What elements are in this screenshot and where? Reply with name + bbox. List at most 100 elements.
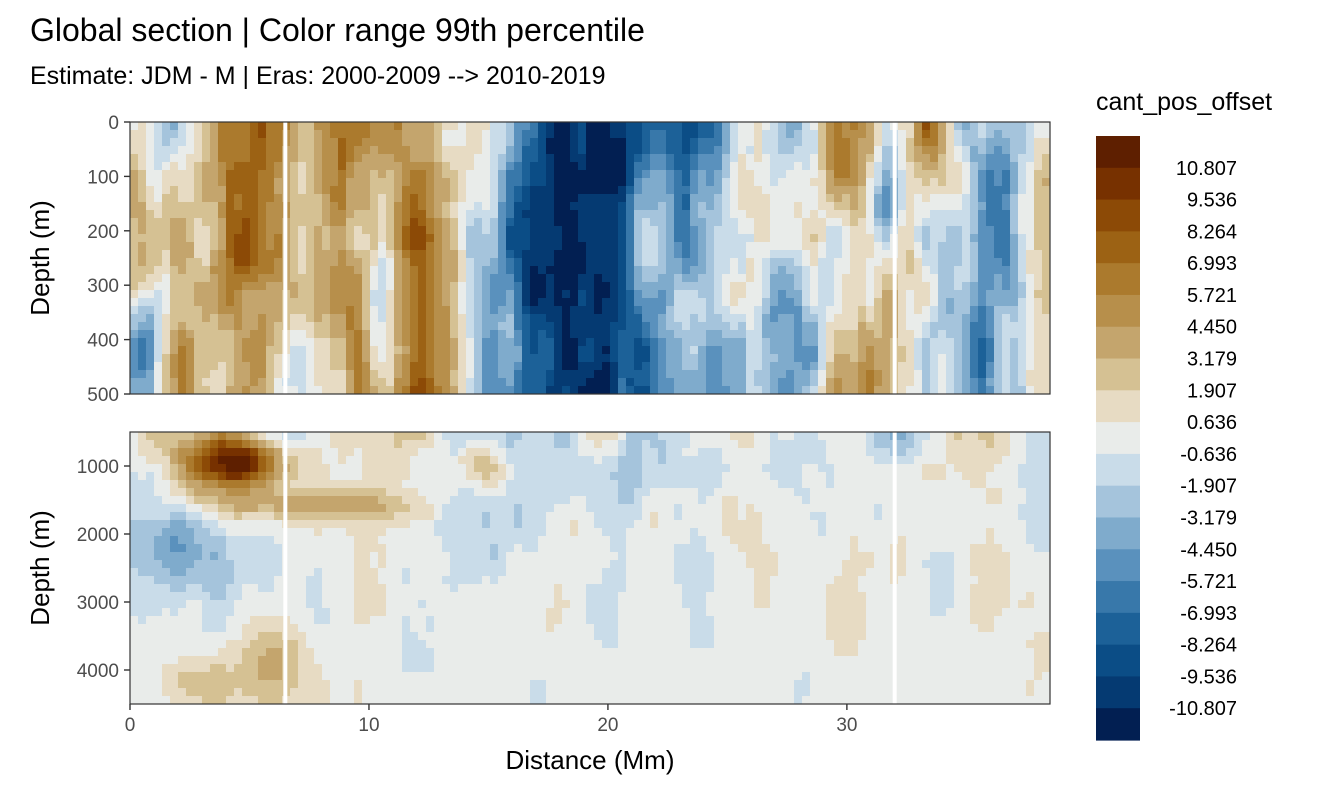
heatmap-cell	[250, 640, 299, 649]
heatmap-cell	[826, 210, 851, 219]
heatmap-cell	[306, 640, 403, 649]
heatmap-cell	[778, 432, 795, 441]
heatmap-cell	[170, 608, 179, 617]
heatmap-cell	[490, 162, 499, 171]
heatmap-cell	[994, 346, 1003, 355]
heatmap-cell	[378, 282, 387, 291]
heatmap-cell	[922, 266, 931, 275]
heatmap-cell	[706, 306, 715, 315]
heatmap-cell	[946, 130, 955, 139]
heatmap-cell	[994, 314, 1003, 323]
heatmap-cell	[1034, 202, 1050, 211]
heatmap-cell	[722, 130, 731, 139]
heatmap-cell	[170, 138, 187, 147]
heatmap-cell	[898, 298, 907, 307]
heatmap-cell	[218, 178, 227, 187]
heatmap-cell	[802, 258, 811, 267]
heatmap-cell	[490, 330, 499, 339]
heatmap-cell	[530, 314, 547, 323]
heatmap-cell	[546, 130, 555, 139]
heatmap-cell	[1018, 242, 1027, 251]
heatmap-cell	[242, 226, 251, 235]
heatmap-cell	[746, 282, 763, 291]
heatmap-cell	[226, 234, 235, 243]
heatmap-cell	[266, 354, 275, 363]
heatmap-cell	[586, 584, 627, 593]
heatmap-cell	[866, 170, 875, 179]
heatmap-cell	[378, 560, 387, 569]
heatmap-cell	[322, 162, 339, 171]
heatmap-cell	[826, 584, 859, 593]
heatmap-cell	[946, 354, 955, 363]
heatmap-cell	[834, 640, 859, 649]
heatmap-cell	[818, 298, 835, 307]
heatmap-cell	[290, 234, 299, 243]
heatmap-cell	[466, 306, 475, 315]
heatmap-cell	[354, 448, 363, 457]
heatmap-cell	[754, 226, 771, 235]
heatmap-cell	[218, 122, 251, 131]
heatmap-cell	[762, 520, 819, 529]
heatmap-cell	[426, 290, 435, 299]
heatmap-cell	[314, 186, 323, 195]
heatmap-cell	[626, 560, 675, 569]
heatmap-cell	[706, 600, 755, 609]
heatmap-cell	[314, 122, 331, 131]
heatmap-cell	[978, 258, 1003, 267]
heatmap-cell	[650, 338, 659, 347]
heatmap-cell	[274, 378, 283, 387]
heatmap-cell	[618, 448, 627, 457]
heatmap-cell	[194, 354, 235, 363]
heatmap-cell	[738, 226, 755, 235]
heatmap-cell	[466, 338, 475, 347]
heatmap-cell	[290, 210, 323, 219]
heatmap-cell	[1018, 354, 1027, 363]
heatmap-cell	[770, 544, 851, 553]
heatmap-cell	[642, 178, 667, 187]
heatmap-cell	[930, 576, 955, 585]
heatmap-cell	[1010, 354, 1019, 363]
heatmap-cell	[226, 218, 243, 227]
heatmap-cell	[738, 298, 763, 307]
heatmap-cell	[938, 354, 947, 363]
heatmap-cell	[378, 314, 387, 323]
heatmap-cell	[850, 354, 859, 363]
heatmap-cell	[378, 306, 387, 315]
heatmap-cell	[914, 170, 947, 179]
heatmap-cell	[146, 338, 155, 347]
heatmap-cell	[322, 218, 331, 227]
heatmap-cell	[1018, 202, 1035, 211]
heatmap-cell	[130, 274, 147, 283]
heatmap-cell	[962, 250, 971, 259]
heatmap-cell	[290, 226, 299, 235]
heatmap-cell	[402, 632, 419, 641]
heatmap-cell	[730, 186, 739, 195]
heatmap-cell	[650, 520, 659, 529]
heatmap-cell	[330, 234, 347, 243]
heatmap-cell	[754, 234, 771, 243]
heatmap-cell	[394, 226, 403, 235]
heatmap-cell	[410, 322, 419, 331]
heatmap-cell	[682, 130, 699, 139]
heatmap-cell	[842, 290, 867, 299]
heatmap-cell	[450, 362, 459, 371]
heatmap-cell	[226, 162, 235, 171]
heatmap-cell	[186, 362, 195, 371]
heatmap-cell	[298, 656, 315, 665]
heatmap-cell	[274, 330, 283, 339]
heatmap-cell	[1034, 672, 1043, 681]
heatmap-cell	[154, 154, 171, 163]
heatmap-cell	[866, 624, 979, 633]
heatmap-cell	[914, 432, 931, 441]
heatmap-cell	[658, 386, 675, 394]
heatmap-cell	[1026, 520, 1050, 529]
heatmap-cell	[218, 480, 251, 489]
heatmap-cell	[706, 362, 723, 371]
heatmap-cell	[466, 322, 475, 331]
heatmap-cell	[1026, 488, 1050, 497]
heatmap-cell	[770, 306, 803, 315]
heatmap-cell	[394, 322, 403, 331]
heatmap-cell	[786, 170, 819, 179]
heatmap-cell	[202, 584, 227, 593]
heatmap-cell	[882, 138, 899, 147]
